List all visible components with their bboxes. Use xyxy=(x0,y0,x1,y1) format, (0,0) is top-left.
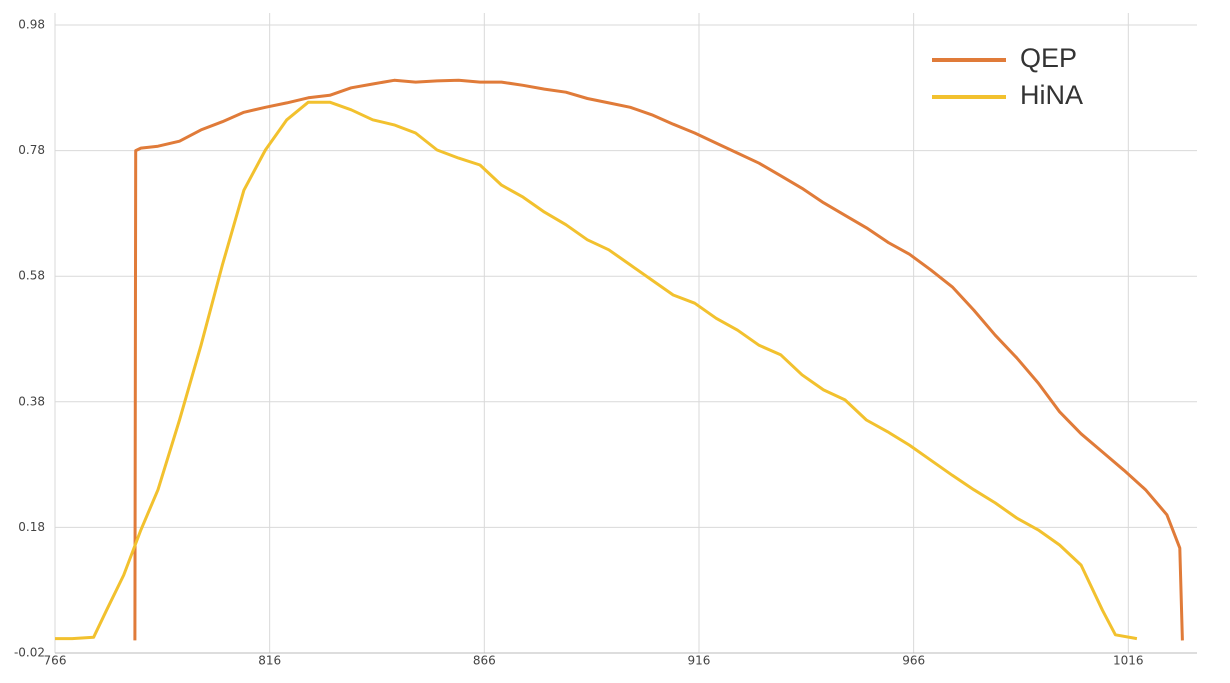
data-line xyxy=(55,100,1138,641)
y-tick-label: 0.78 xyxy=(18,143,45,157)
y-tick-label: -0.02 xyxy=(14,646,45,660)
legend-label: HiNA xyxy=(1020,80,1083,110)
y-tick-label: 0.58 xyxy=(18,269,45,283)
legend-label: QEP xyxy=(1020,43,1077,73)
y-tick-label: 0.18 xyxy=(18,520,45,534)
x-tick-label: 966 xyxy=(902,654,925,668)
data-line xyxy=(133,78,1184,641)
x-tick-label: 866 xyxy=(473,654,496,668)
y-tick-label: 0.38 xyxy=(18,394,45,408)
x-tick-label: 816 xyxy=(258,654,281,668)
x-tick-label: 766 xyxy=(44,654,67,668)
x-tick-label: 916 xyxy=(688,654,711,668)
x-tick-label: 1016 xyxy=(1113,654,1144,668)
y-tick-label: 0.98 xyxy=(18,18,45,32)
